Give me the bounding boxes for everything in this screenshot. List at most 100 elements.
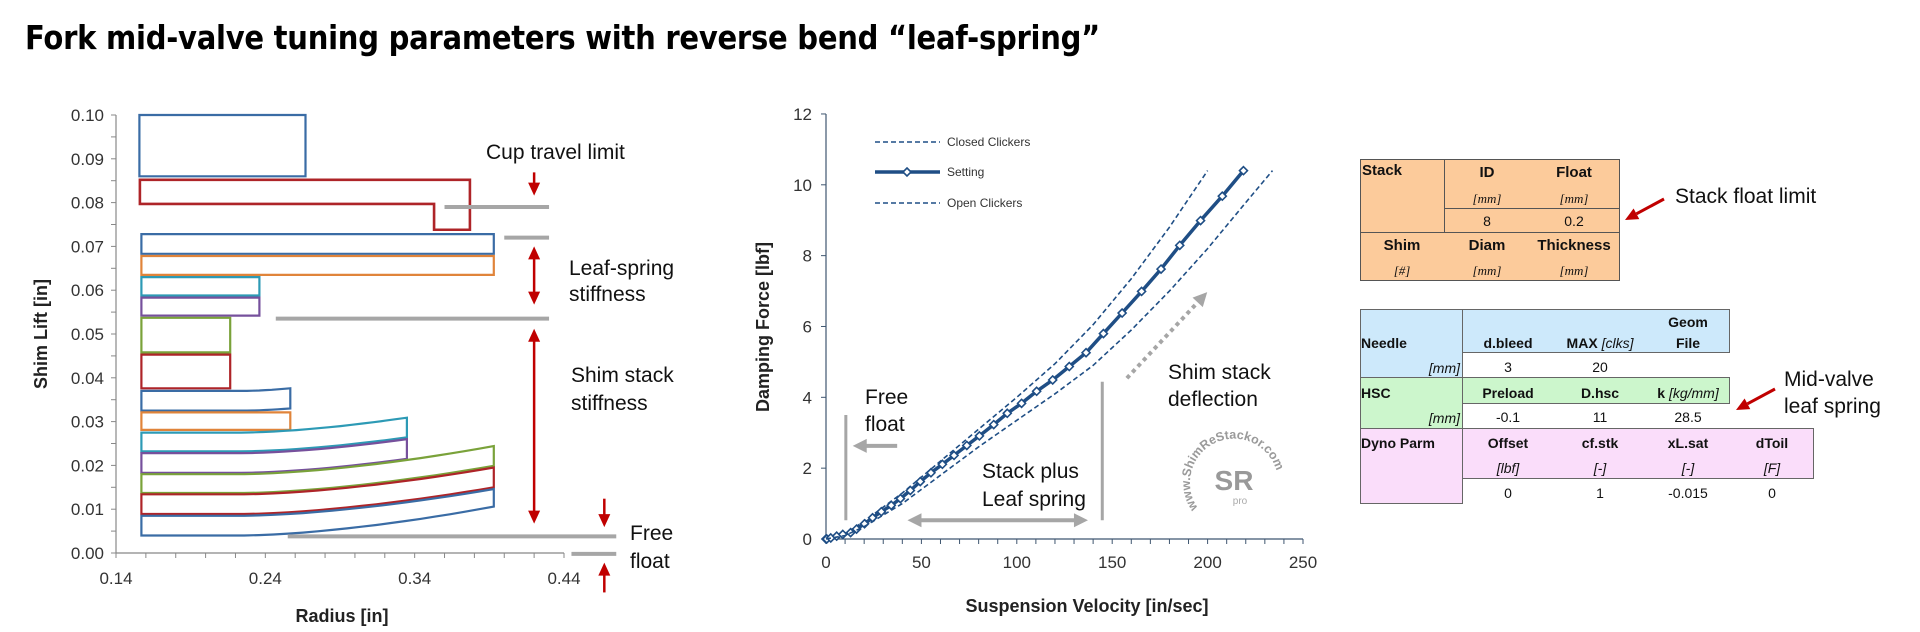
offset-value[interactable]: 0 bbox=[1504, 485, 1512, 501]
stack-table bbox=[1360, 159, 1620, 281]
red-arrow-head bbox=[528, 182, 541, 196]
stack-float-arrow-head bbox=[1625, 208, 1640, 220]
shim bbox=[140, 437, 408, 474]
setting-data-point bbox=[1116, 307, 1128, 319]
setting-data-point bbox=[1002, 408, 1013, 419]
right-y-tick-label: 6 bbox=[803, 317, 812, 336]
right-x-tick-label: 0 bbox=[821, 553, 830, 572]
shim-deflection-dotted-arrow bbox=[1125, 299, 1201, 380]
shim bbox=[140, 411, 292, 431]
mid-valve-callout-2: leaf spring bbox=[1784, 395, 1881, 418]
damping-force-chart: 0 2 4 6 8 10 12 0 50 100 150 200 250 bbox=[793, 105, 1317, 572]
stack-plus-leaf-arrow-head bbox=[907, 513, 922, 528]
setting-data-point bbox=[1064, 361, 1075, 372]
offset-header: Offset bbox=[1487, 435, 1529, 451]
left-y-tick-label: 0.09 bbox=[71, 150, 104, 169]
d-bleed-value[interactable]: 3 bbox=[1504, 359, 1512, 375]
setting-data-point bbox=[895, 493, 906, 504]
mid-valve-arrow-shaft bbox=[1746, 387, 1776, 406]
setting-data-point bbox=[925, 467, 937, 478]
right-x-tick-label: 150 bbox=[1098, 553, 1126, 572]
setting-data-point bbox=[1238, 165, 1249, 176]
left-x-tick-label: 0.24 bbox=[249, 569, 282, 588]
left-y-tick-label: 0.08 bbox=[71, 194, 104, 213]
stack-table-divider-h2 bbox=[1360, 232, 1620, 233]
right-x-tick-label: 200 bbox=[1193, 553, 1221, 572]
legend-open-clickers: Open Clickers bbox=[947, 196, 1022, 210]
k-value[interactable]: 28.5 bbox=[1674, 409, 1702, 425]
dtoil-header: dToil bbox=[1755, 435, 1789, 451]
right-x-tick-label: 100 bbox=[1003, 553, 1031, 572]
needle-label: Needle bbox=[1361, 335, 1407, 351]
stack-plus-leaf-spring-annotation-2: Leaf spring bbox=[982, 488, 1086, 511]
stack-plus-leaf-spring-annotation: Stack plus bbox=[982, 460, 1079, 483]
setting-data-point bbox=[1195, 215, 1206, 226]
left-y-tick-label: 0.04 bbox=[71, 369, 104, 388]
setting-data-point bbox=[974, 430, 985, 442]
max-clicks-value[interactable]: 20 bbox=[1592, 359, 1608, 375]
hsc-header-row bbox=[1462, 377, 1730, 404]
setting-data-point bbox=[1217, 191, 1228, 202]
right-y-tick-label: 0 bbox=[803, 530, 812, 549]
legend-marker bbox=[901, 166, 913, 178]
stack-float-header: Float bbox=[1556, 164, 1592, 181]
shim bbox=[140, 416, 408, 453]
setting-data-point bbox=[961, 440, 972, 451]
hsc-unit: [mm] bbox=[1428, 410, 1460, 426]
setting-data-point bbox=[905, 485, 916, 496]
setting-data-point bbox=[988, 419, 999, 430]
setting-data-point bbox=[1155, 263, 1167, 275]
left-y-tick-label: 0.00 bbox=[71, 544, 104, 563]
needle-header-row bbox=[1462, 309, 1730, 353]
free-float-arrow-head bbox=[852, 438, 867, 453]
red-arrow bbox=[528, 246, 541, 305]
setting-data-point bbox=[1031, 386, 1042, 397]
mid-valve-arrow-head bbox=[1736, 398, 1751, 410]
geom-file-header-2: File bbox=[1675, 335, 1701, 351]
stack-id-value[interactable]: 8 bbox=[1483, 213, 1491, 229]
right-y-tick-label: 12 bbox=[793, 105, 812, 124]
setting-data-point bbox=[1080, 347, 1092, 358]
page-title: Fork mid-valve tuning parameters with re… bbox=[25, 18, 1101, 57]
shim-header: Shim bbox=[1383, 237, 1421, 254]
left-y-axis-title: Shim Lift [in] bbox=[31, 279, 51, 389]
preload-value[interactable]: -0.1 bbox=[1495, 409, 1521, 425]
watermark-sub: pro bbox=[1233, 496, 1248, 507]
geom-file-header-1: Geom bbox=[1668, 314, 1708, 330]
setting-data-point bbox=[1136, 286, 1147, 297]
offset-unit: [lbf] bbox=[1496, 460, 1520, 476]
needle-label-cell bbox=[1360, 309, 1463, 378]
setting-data-point bbox=[851, 523, 862, 535]
right-x-axis-title: Suspension Velocity [in/sec] bbox=[965, 596, 1208, 616]
shim bbox=[140, 316, 232, 354]
valve-cup bbox=[138, 178, 472, 232]
stack-float-arrow-shaft bbox=[1635, 197, 1665, 216]
xl-sat-value[interactable]: -0.015 bbox=[1668, 485, 1708, 501]
shim bbox=[140, 276, 261, 297]
right-x-tick-label: 50 bbox=[912, 553, 931, 572]
stack-float-value[interactable]: 0.2 bbox=[1564, 213, 1584, 229]
shim bbox=[138, 113, 307, 178]
left-y-tick-label: 0.10 bbox=[71, 106, 104, 125]
left-x-axis-title: Radius [in] bbox=[296, 606, 389, 626]
shim-stack-deflection-annotation: Shim stack bbox=[1168, 361, 1271, 384]
thickness-header: Thickness bbox=[1537, 237, 1611, 254]
cf-stk-header: cf.stk bbox=[1581, 435, 1619, 451]
setting-data-point bbox=[948, 450, 960, 461]
k-header: k [kg/mm] bbox=[1633, 384, 1743, 402]
red-arrow bbox=[528, 328, 541, 524]
shim bbox=[140, 387, 292, 412]
dyno-label-cell bbox=[1360, 428, 1463, 504]
cf-stk-value[interactable]: 1 bbox=[1596, 485, 1604, 501]
max-header-text: MAX bbox=[1566, 335, 1598, 351]
left-y-tick-label: 0.03 bbox=[71, 413, 104, 432]
shim-stack-deflection-annotation-2: deflection bbox=[1168, 388, 1258, 411]
red-arrow bbox=[598, 562, 611, 593]
red-arrow-head bbox=[598, 562, 611, 576]
dtoil-value[interactable]: 0 bbox=[1768, 485, 1776, 501]
stack-id-header: ID bbox=[1479, 164, 1495, 181]
left-x-tick-label: 0.14 bbox=[99, 569, 132, 588]
stack-id-unit: [mm] bbox=[1472, 191, 1502, 206]
d-hsc-value[interactable]: 11 bbox=[1592, 409, 1608, 425]
